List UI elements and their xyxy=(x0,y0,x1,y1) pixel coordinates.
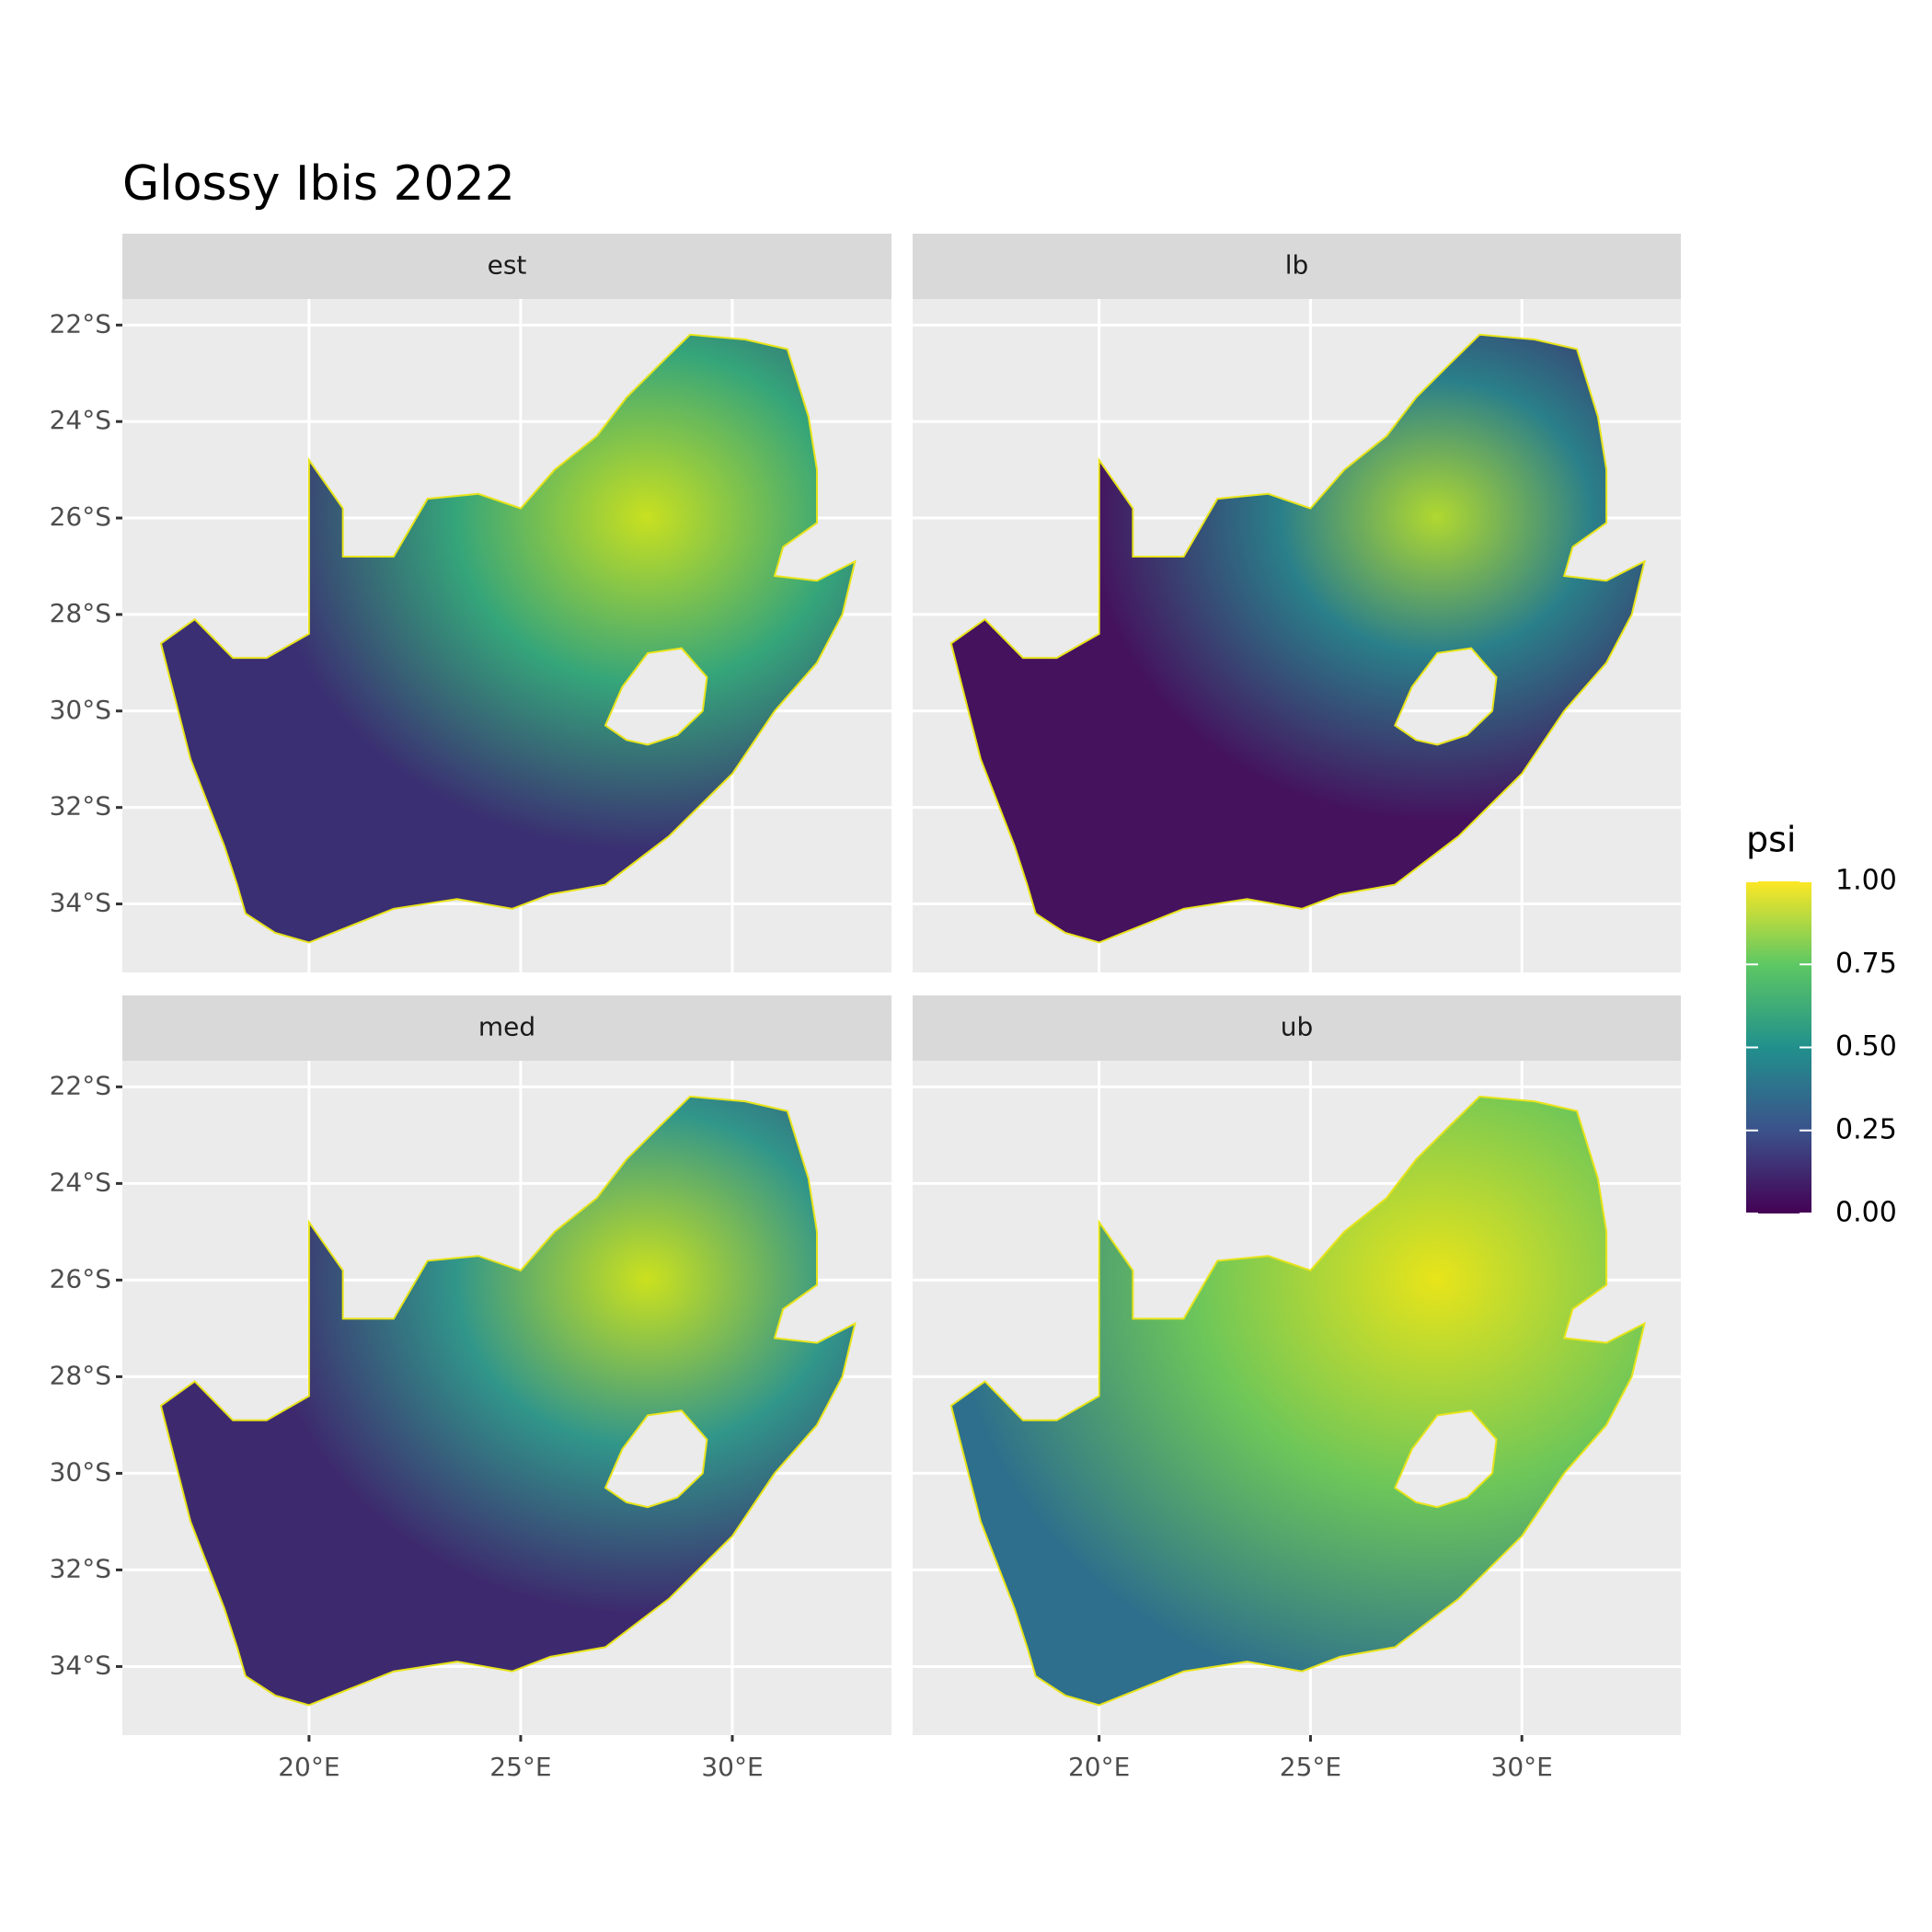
strip-background xyxy=(122,234,891,299)
y-tick-label: 24°S xyxy=(50,405,111,435)
y-tick-label: 34°S xyxy=(50,888,111,918)
country-area xyxy=(949,333,1646,944)
strip-background xyxy=(913,995,1681,1061)
y-tick-label: 22°S xyxy=(50,308,111,339)
legend-tick-label: 0.00 xyxy=(1835,1197,1897,1229)
legend-title: psi xyxy=(1746,820,1796,860)
legend-tick-label: 1.00 xyxy=(1835,865,1897,897)
legend-tick-label: 0.75 xyxy=(1835,948,1897,980)
y-tick-label: 26°S xyxy=(50,1263,111,1294)
x-tick-label: 20°E xyxy=(1068,1752,1130,1782)
country-area xyxy=(159,1095,857,1707)
strip-label: lb xyxy=(1285,250,1309,281)
country-area xyxy=(949,1095,1646,1707)
y-tick-label: 30°S xyxy=(50,1456,111,1487)
country-area xyxy=(159,333,857,944)
strip-label: med xyxy=(478,1012,535,1042)
chart-title: Glossy Ibis 2022 xyxy=(122,156,515,212)
y-tick-label: 28°S xyxy=(50,1360,111,1390)
x-tick-label: 25°E xyxy=(1280,1752,1341,1782)
y-tick-label: 30°S xyxy=(50,695,111,725)
y-tick-label: 24°S xyxy=(50,1167,111,1197)
y-tick-label: 28°S xyxy=(50,598,111,628)
strip-background xyxy=(122,995,891,1061)
x-tick-label: 30°E xyxy=(1491,1752,1553,1782)
y-tick-label: 26°S xyxy=(50,501,111,532)
x-tick-label: 25°E xyxy=(489,1752,551,1782)
y-tick-label: 22°S xyxy=(50,1070,111,1100)
strip-background xyxy=(913,234,1681,299)
x-tick-label: 20°E xyxy=(278,1752,339,1782)
legend-tick-label: 0.50 xyxy=(1835,1030,1897,1063)
legend-tick-label: 0.25 xyxy=(1835,1113,1897,1145)
y-tick-label: 32°S xyxy=(50,1553,111,1583)
strip-label: est xyxy=(488,250,527,281)
x-tick-label: 30°E xyxy=(701,1752,763,1782)
y-tick-label: 34°S xyxy=(50,1650,111,1680)
y-tick-label: 32°S xyxy=(50,791,111,822)
strip-label: ub xyxy=(1281,1012,1314,1042)
